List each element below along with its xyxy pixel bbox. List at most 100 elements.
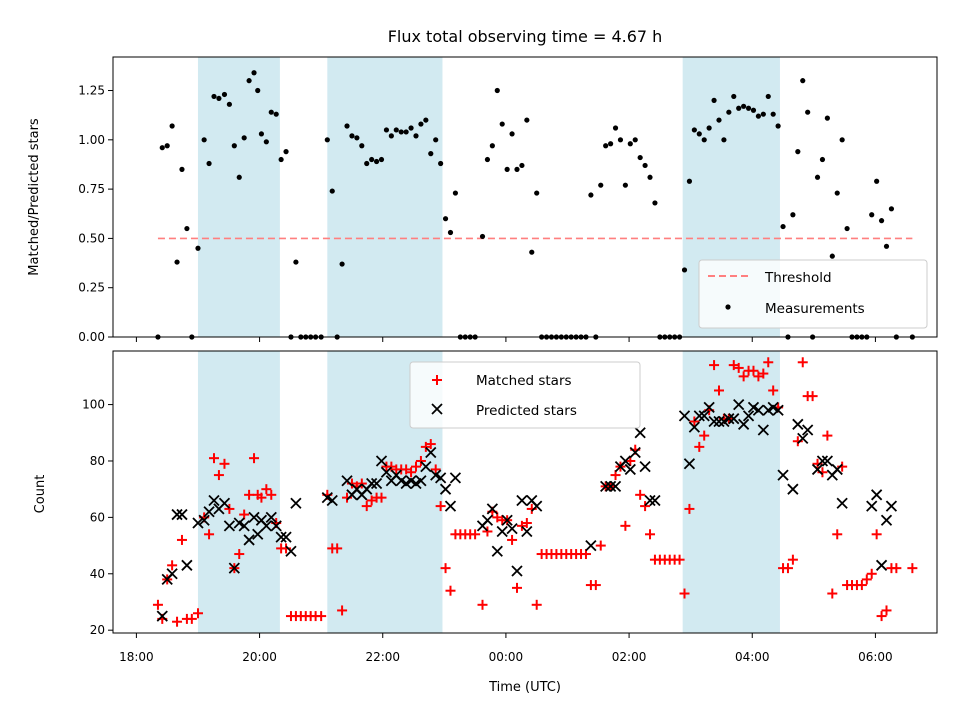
measurement-point [216,95,222,102]
measurement-point [344,123,350,129]
predicted-point [203,506,215,518]
y-tick-label: 1.00 [78,133,105,147]
predicted-point [531,500,543,512]
bottom-x-ticks: 18:00 20:00 22:00 00:00 02:00 04:00 06:00 [119,633,893,664]
predicted-point [836,497,848,509]
measurement-point [701,137,707,143]
matched-point [507,534,518,545]
measurement-point [438,160,444,167]
predicted-point [866,500,878,512]
predicted-point [285,545,297,557]
predicted-point [698,410,710,422]
matched-point [827,588,838,599]
measurement-point [236,174,242,180]
measurement-point [691,127,697,133]
measurement-point [428,151,434,157]
legend-predicted-swatch [431,403,443,415]
predicted-point [198,514,210,526]
measurement-point [588,192,594,198]
measurement-point [765,93,771,100]
matched-point [244,489,255,500]
matched-point [332,543,343,554]
measurement-point [329,188,335,194]
measurement-point [373,158,380,165]
y-tick-label: 0.50 [78,231,105,245]
predicted-point [728,413,740,425]
measurement-point [423,117,429,123]
predicted-point [380,466,393,478]
measurement-point [283,149,289,155]
matched-point [856,580,867,591]
measurement-point [617,137,624,143]
matched-point [689,416,700,427]
top-axes-frame [112,56,938,338]
predicted-point [326,494,338,507]
matched-point [213,470,224,481]
matched-point [674,554,685,565]
measurement-point [479,233,486,240]
measurement-point [246,78,252,84]
predicted-point [802,424,814,436]
measurement-point [834,190,840,196]
matched-point [807,391,818,402]
matched-point [768,385,779,396]
predicted-point [772,404,784,416]
observing-window [197,351,280,633]
measurement-point [814,174,821,180]
x-tick-label: 02:00 [612,650,647,664]
predicted-point [366,477,378,490]
predicted-point [218,497,231,509]
measurement-point [681,267,688,273]
measurement-point [255,87,261,94]
measurement-point [447,229,454,236]
matched-point [832,529,843,540]
measurement-point [736,105,742,111]
measurement-point [164,143,170,149]
measurement-point [383,127,390,133]
predicted-point [516,494,528,507]
measurement-point [433,137,439,143]
measurement-point [211,93,217,100]
measurement-point [824,115,830,121]
x-tick-label: 22:00 [365,650,400,664]
predicted-point [415,475,427,487]
x-axis-label: Time (UTC) [488,680,561,695]
matched-point [415,455,426,466]
measurement-point [696,131,702,137]
matched-point [256,492,267,503]
matched-point [531,599,542,610]
predicted-point [486,503,498,515]
predicted-point [752,404,765,416]
y-tick-label: 0.75 [78,182,105,196]
predicted-point [619,455,632,467]
y-tick-label: 40 [90,567,105,581]
matched-point [635,489,646,500]
predicted-point [649,494,661,507]
predicted-point [444,500,457,512]
predicted-point [511,565,523,577]
matched-point [907,563,918,574]
measurement-point [874,178,880,184]
matched-point [625,455,636,466]
measurement-point [819,156,826,163]
measurement-point [844,225,850,232]
predicted-point [678,410,691,422]
matched-point [208,453,219,464]
measurement-point [775,123,781,129]
legend-threshold-label: Threshold [764,270,832,286]
measurement-point [608,141,614,147]
predicted-point [742,410,755,422]
predicted-point [634,427,646,439]
predicted-point [604,480,617,492]
matched-point [470,529,481,540]
measurement-point [442,216,449,222]
matched-point [445,585,456,596]
predicted-point [181,559,193,571]
predicted-point [171,508,183,521]
predicted-point [228,562,240,574]
matched-point [376,492,387,503]
y-tick-label: 100 [82,398,105,412]
measurement-point [869,212,875,218]
measurement-point [418,121,424,127]
x-tick-label: 20:00 [242,650,277,664]
